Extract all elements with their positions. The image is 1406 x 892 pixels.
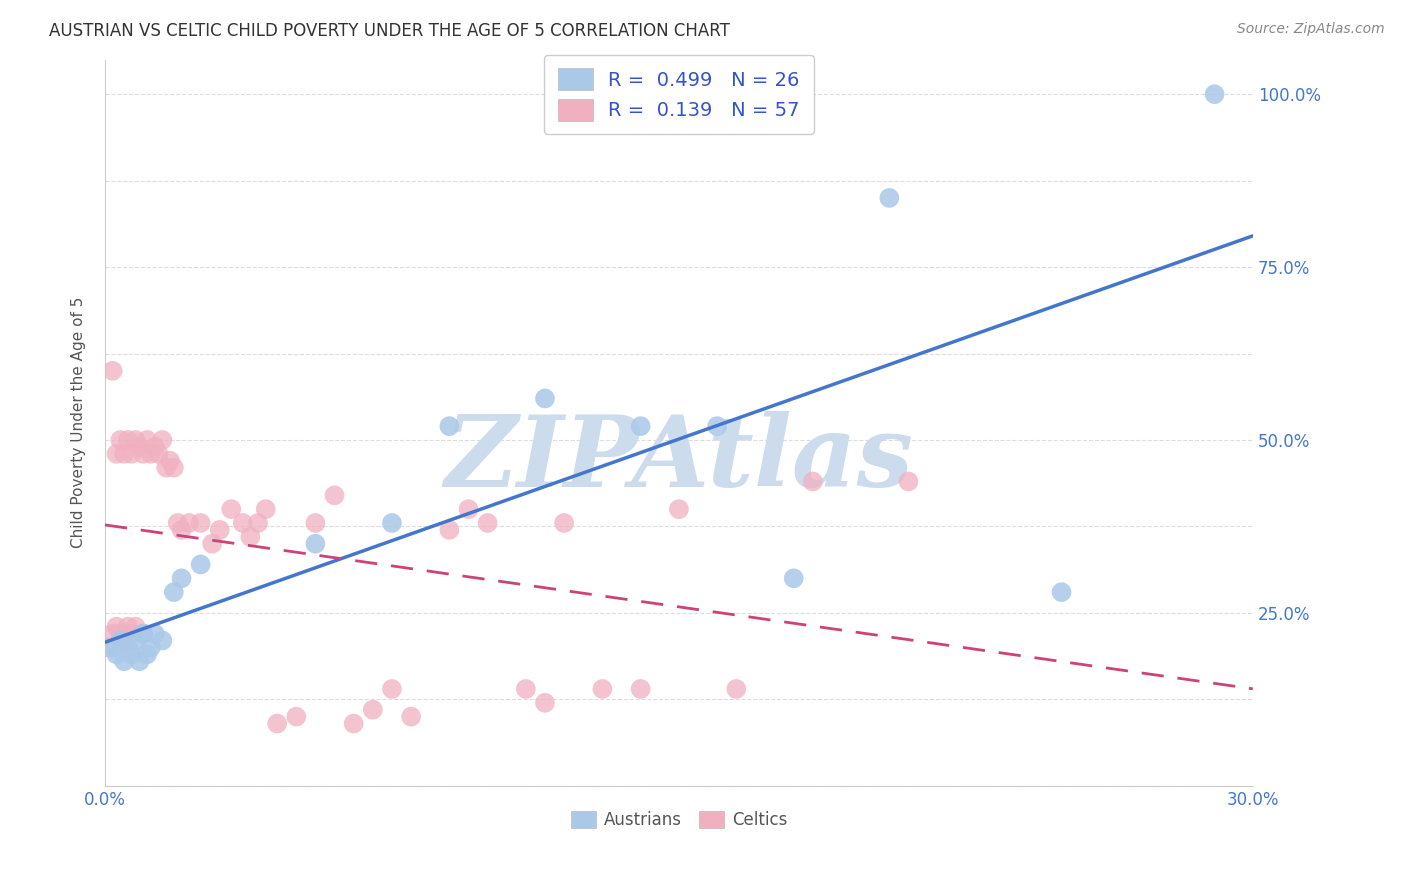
Point: [128, 440, 150, 454]
Point: [208, 523, 231, 537]
Point: [254, 502, 277, 516]
Point: [124, 433, 146, 447]
Point: [150, 633, 173, 648]
Point: [155, 460, 177, 475]
Point: [1050, 585, 1073, 599]
Point: [457, 502, 479, 516]
Point: [232, 516, 254, 530]
Point: [163, 585, 186, 599]
Point: [266, 716, 288, 731]
Legend: Austrians, Celtics: Austrians, Celtics: [564, 804, 794, 836]
Point: [136, 648, 159, 662]
Point: [132, 626, 155, 640]
Point: [630, 419, 652, 434]
Point: [110, 626, 132, 640]
Point: [304, 516, 326, 530]
Point: [110, 433, 132, 447]
Point: [101, 640, 124, 655]
Point: [285, 709, 308, 723]
Point: [163, 460, 186, 475]
Point: [105, 648, 128, 662]
Point: [323, 488, 346, 502]
Point: [381, 516, 404, 530]
Point: [725, 681, 748, 696]
Point: [166, 516, 188, 530]
Point: [159, 454, 181, 468]
Point: [117, 620, 139, 634]
Point: [112, 447, 135, 461]
Point: [170, 523, 193, 537]
Point: [124, 620, 146, 634]
Point: [399, 709, 422, 723]
Point: [630, 681, 652, 696]
Point: [897, 475, 920, 489]
Point: [112, 654, 135, 668]
Point: [783, 571, 806, 585]
Point: [97, 640, 120, 655]
Point: [668, 502, 690, 516]
Point: [534, 392, 557, 406]
Point: [139, 447, 162, 461]
Point: [170, 571, 193, 585]
Point: [132, 447, 155, 461]
Point: [879, 191, 901, 205]
Point: [148, 447, 170, 461]
Point: [121, 447, 143, 461]
Point: [247, 516, 270, 530]
Point: [121, 626, 143, 640]
Point: [121, 648, 143, 662]
Point: [343, 716, 366, 731]
Point: [101, 626, 124, 640]
Point: [101, 364, 124, 378]
Point: [534, 696, 557, 710]
Point: [381, 681, 404, 696]
Text: Source: ZipAtlas.com: Source: ZipAtlas.com: [1237, 22, 1385, 37]
Point: [136, 433, 159, 447]
Point: [515, 681, 537, 696]
Point: [105, 620, 128, 634]
Point: [706, 419, 728, 434]
Point: [112, 633, 135, 648]
Point: [139, 640, 162, 655]
Point: [201, 537, 224, 551]
Point: [105, 447, 128, 461]
Point: [239, 530, 262, 544]
Point: [190, 558, 212, 572]
Point: [110, 633, 132, 648]
Point: [190, 516, 212, 530]
Point: [477, 516, 499, 530]
Point: [219, 502, 242, 516]
Text: ZIPAtlas: ZIPAtlas: [444, 410, 914, 508]
Point: [132, 626, 155, 640]
Point: [553, 516, 575, 530]
Point: [1204, 87, 1226, 102]
Point: [117, 433, 139, 447]
Point: [150, 433, 173, 447]
Point: [304, 537, 326, 551]
Point: [439, 523, 461, 537]
Point: [801, 475, 824, 489]
Y-axis label: Child Poverty Under the Age of 5: Child Poverty Under the Age of 5: [72, 297, 86, 549]
Point: [117, 640, 139, 655]
Point: [439, 419, 461, 434]
Point: [143, 440, 166, 454]
Text: AUSTRIAN VS CELTIC CHILD POVERTY UNDER THE AGE OF 5 CORRELATION CHART: AUSTRIAN VS CELTIC CHILD POVERTY UNDER T…: [49, 22, 730, 40]
Point: [128, 654, 150, 668]
Point: [143, 626, 166, 640]
Point: [179, 516, 201, 530]
Point: [361, 703, 384, 717]
Point: [591, 681, 613, 696]
Point: [124, 633, 146, 648]
